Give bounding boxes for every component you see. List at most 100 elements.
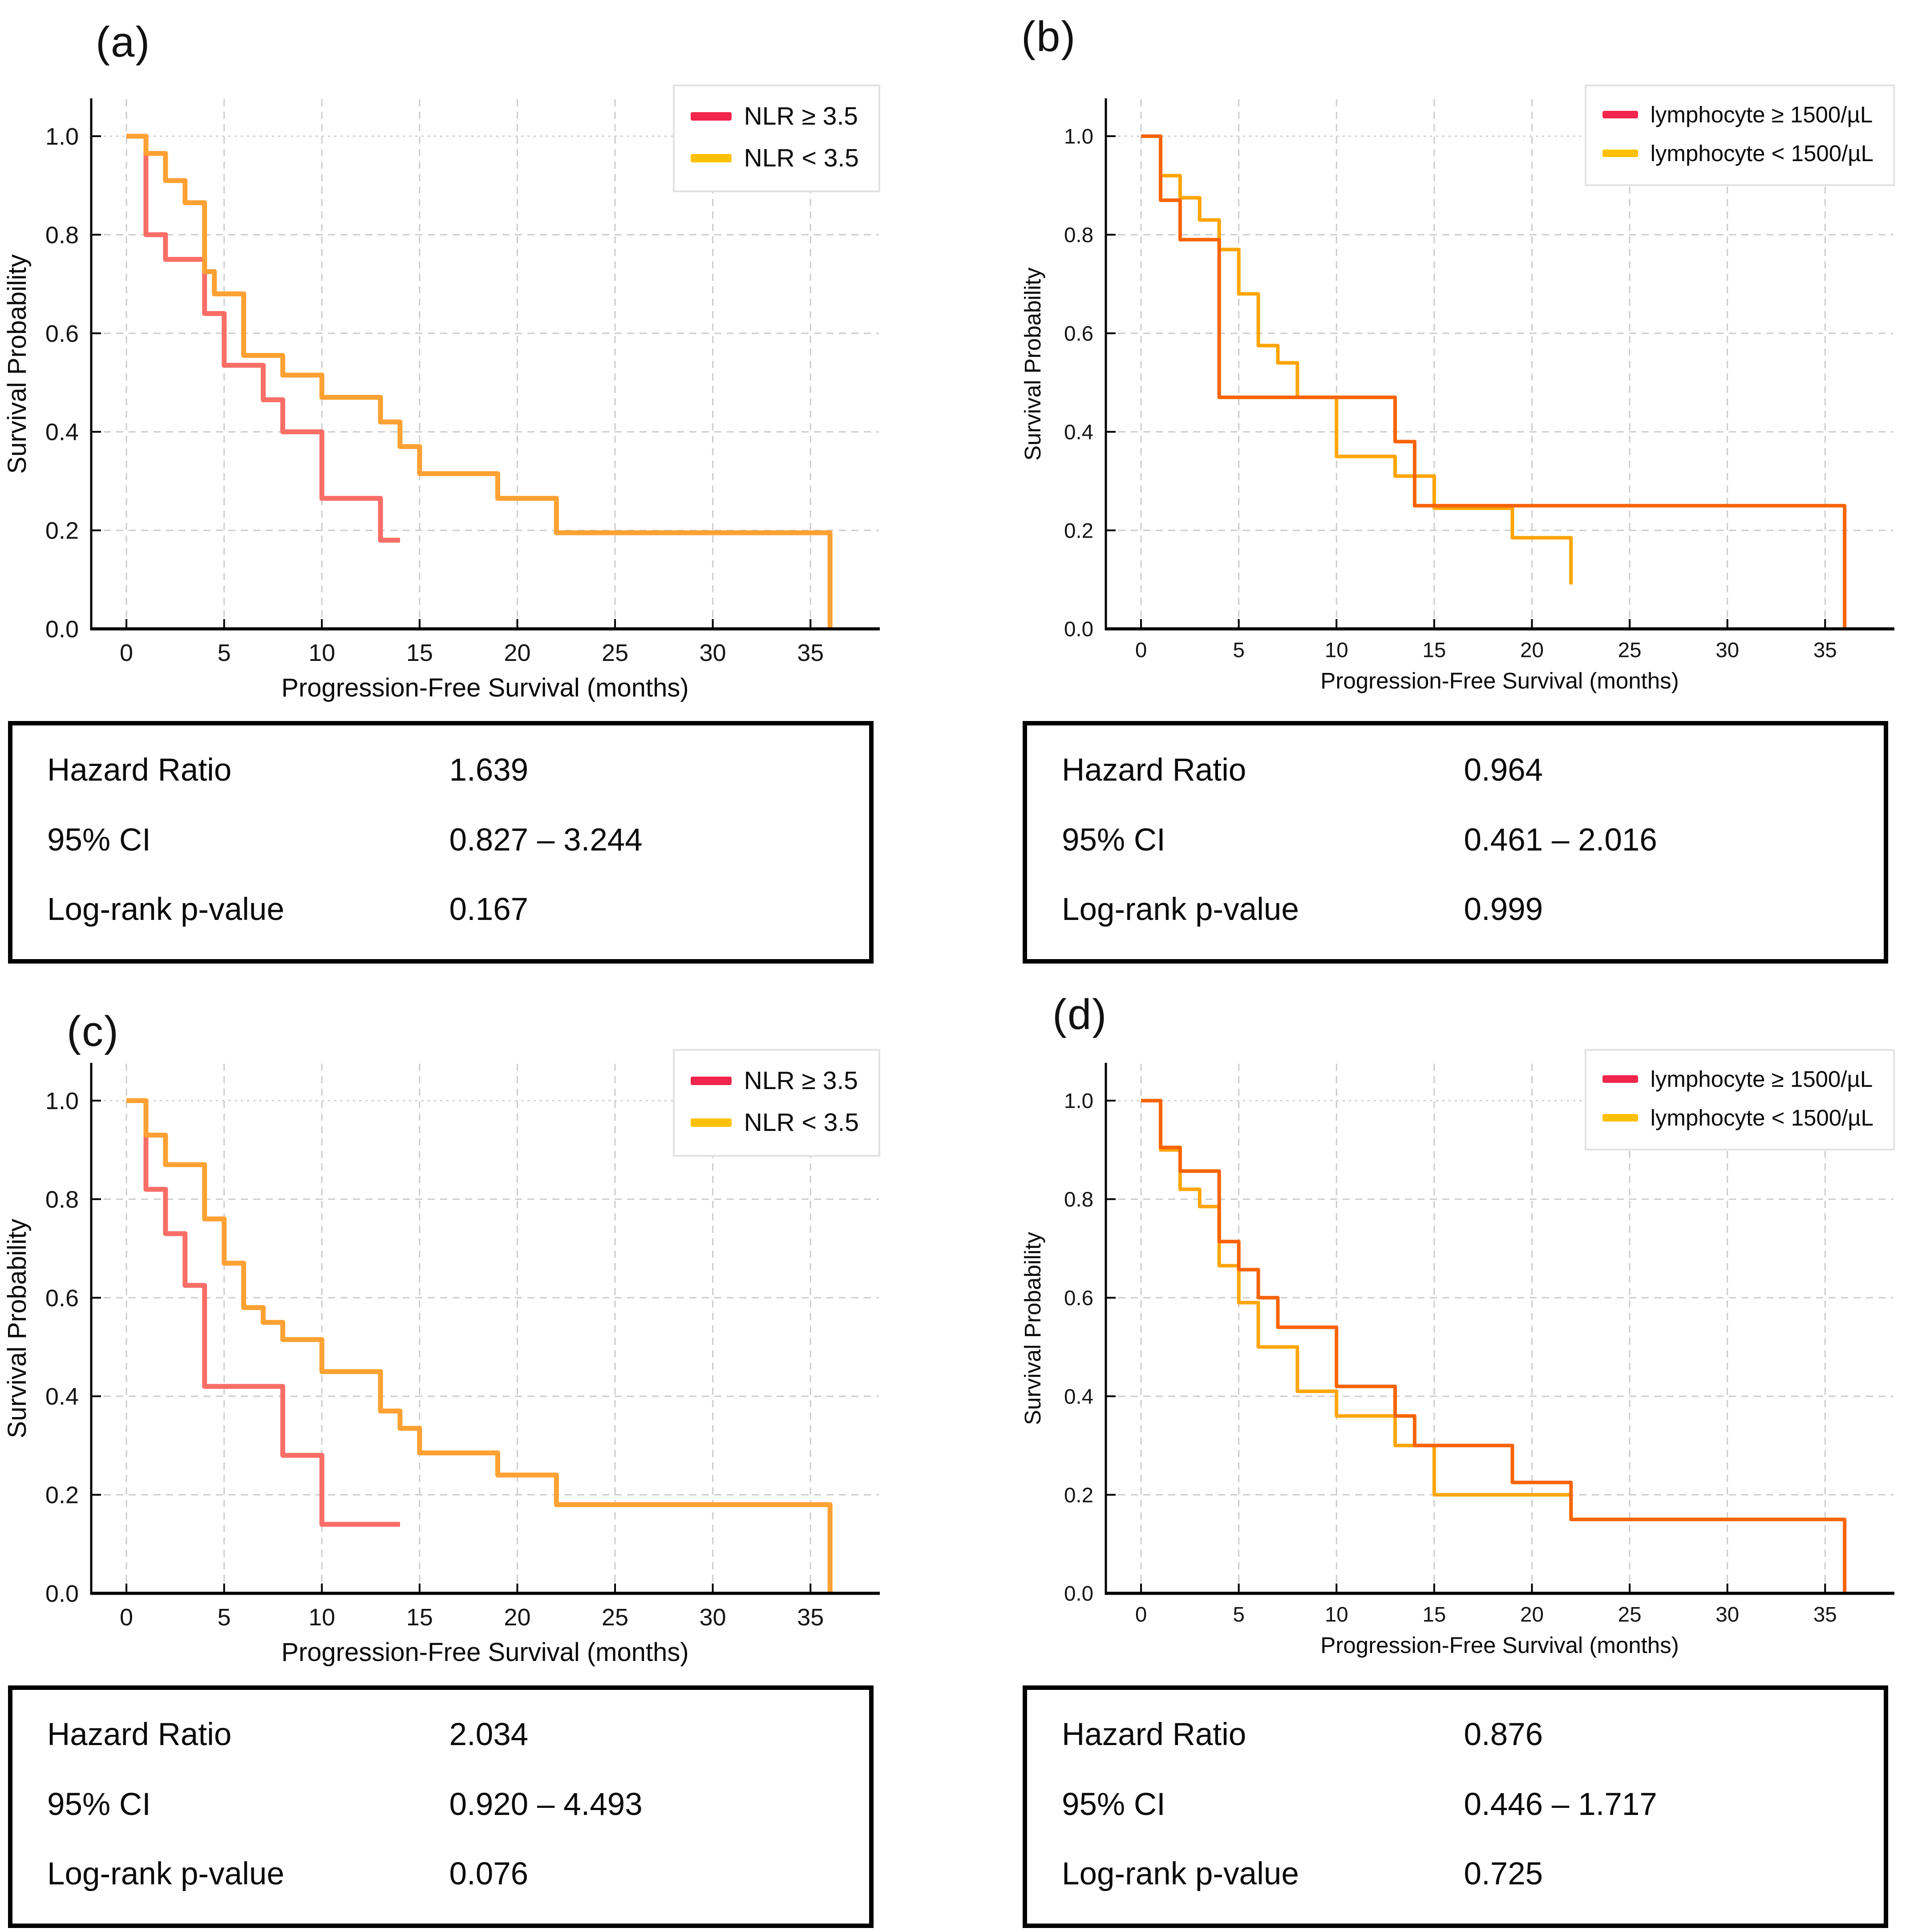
stat-label: Hazard Ratio [1062, 753, 1246, 788]
x-axis-label: Progression-Free Survival (months) [281, 673, 688, 702]
legend-swatch [690, 1076, 732, 1085]
x-tick-label: 0 [120, 1604, 133, 1631]
stats-table-d: Hazard Ratio 0.876 95% CI 0.446 – 1.717 … [1023, 1685, 1888, 1928]
y-tick-label: 0.8 [1064, 223, 1093, 247]
km-curve [126, 134, 400, 543]
stat-label: Hazard Ratio [47, 753, 232, 788]
x-tick-label: 20 [1520, 1603, 1544, 1626]
panel-d: (d) 0 5 10 15 20 25 30 35 1.0 0.8 0.6 0.4 0.2 0.0 Prog… [961, 972, 1922, 1928]
stat-value: 0.167 [449, 892, 529, 927]
km-chart-c: 0 5 10 15 20 25 30 35 1.0 0.8 0.6 0.4 0.2 0.0 Progress… [3, 1063, 880, 1667]
stat-value: 2.034 [449, 1717, 529, 1752]
x-tick-label: 15 [1422, 1603, 1446, 1626]
km-curve [126, 1098, 833, 1593]
legend-swatch [690, 1118, 732, 1127]
legend-item: lymphocyte ≥ 1500/µL [1602, 101, 1873, 128]
legend-swatch [690, 112, 732, 121]
km-chart-b: 0 5 10 15 20 25 30 35 1.0 0.8 0.6 0.4 0.2 0.0 Progress… [1020, 98, 1894, 693]
legend-label: NLR < 3.5 [744, 144, 859, 172]
panel-b: (b) 0 5 10 15 20 25 30 35 1.0 0.8 0.6 0.4 0.2 0.0 Prog… [961, 8, 1922, 964]
table-row: Hazard Ratio 2.034 [47, 1717, 851, 1758]
legend-swatch [690, 154, 732, 162]
x-tick-label: 5 [1233, 638, 1244, 662]
km-chart-wrap-d: 0 5 10 15 20 25 30 35 1.0 0.8 0.6 0.4 0.2 0.0 Progress… [1015, 1026, 1914, 1671]
x-tick-label: 30 [700, 1604, 726, 1631]
x-tick-label: 15 [406, 1604, 433, 1631]
y-axis-label: Survival Probability [1020, 267, 1045, 461]
legend-item: lymphocyte ≥ 1500/µL [1602, 1066, 1873, 1092]
x-tick-label: 25 [602, 1604, 628, 1631]
y-tick-label: 0.6 [45, 320, 79, 347]
x-tick-label: 30 [700, 640, 726, 666]
x-tick-label: 25 [1618, 638, 1642, 662]
stats-table-c: Hazard Ratio 2.034 95% CI 0.920 – 4.493 … [8, 1685, 874, 1928]
y-tick-label: 0.6 [1064, 322, 1093, 346]
x-tick-label: 10 [1325, 1603, 1348, 1626]
x-tick-label: 5 [1233, 1603, 1244, 1626]
x-tick-label: 15 [1422, 638, 1446, 662]
x-tick-label: 30 [1716, 1603, 1739, 1626]
x-tick-label: 0 [1135, 638, 1147, 662]
stat-value: 0.076 [449, 1856, 529, 1891]
legend-item: lymphocyte < 1500/µL [1602, 140, 1873, 166]
x-axis-label: Progression-Free Survival (months) [281, 1638, 688, 1667]
legend-a: NLR ≥ 3.5 NLR < 3.5 [672, 85, 880, 192]
table-row: 95% CI 0.920 – 4.493 [47, 1786, 851, 1827]
table-row: Hazard Ratio 0.964 [1062, 752, 1866, 793]
km-curve [126, 134, 833, 629]
table-row: 95% CI 0.461 – 2.016 [1062, 822, 1866, 863]
y-tick-label: 0.0 [1064, 1582, 1093, 1606]
table-row: Hazard Ratio 0.876 [1062, 1717, 1866, 1758]
x-axis-label: Progression-Free Survival (months) [1320, 1632, 1679, 1658]
stats-table-b: Hazard Ratio 0.964 95% CI 0.461 – 2.016 … [1023, 721, 1888, 964]
x-tick-label: 20 [504, 640, 530, 666]
y-tick-label: 0.8 [45, 222, 79, 248]
x-tick-label: 5 [218, 640, 231, 666]
table-row: 95% CI 0.446 – 1.717 [1062, 1786, 1866, 1827]
x-tick-label: 0 [120, 640, 133, 666]
legend-item: NLR < 3.5 [690, 1108, 859, 1137]
km-curve [1141, 134, 1573, 585]
legend-item: lymphocyte < 1500/µL [1602, 1105, 1873, 1131]
stat-value: 1.639 [449, 753, 529, 788]
x-tick-label: 10 [1325, 638, 1348, 662]
km-curve [126, 1098, 400, 1527]
y-tick-label: 0.2 [45, 1482, 79, 1509]
y-tick-label: 0.8 [45, 1186, 79, 1213]
x-axis-label: Progression-Free Survival (months) [1320, 668, 1679, 693]
y-tick-label: 1.0 [1064, 125, 1093, 149]
legend-swatch [1602, 150, 1638, 157]
km-chart-wrap-b: 0 5 10 15 20 25 30 35 1.0 0.8 0.6 0.4 0.2 0.0 Progress… [1015, 61, 1914, 707]
legend-item: NLR ≥ 3.5 [690, 1066, 859, 1095]
x-tick-label: 35 [1813, 638, 1837, 662]
table-row: Log-rank p-value 0.999 [1062, 891, 1866, 932]
table-row: Log-rank p-value 0.076 [47, 1856, 851, 1897]
legend-label: lymphocyte ≥ 1500/µL [1650, 1066, 1873, 1092]
x-tick-label: 25 [1618, 1603, 1642, 1626]
y-axis-label: Survival Probability [1020, 1232, 1045, 1425]
table-row: Log-rank p-value 0.725 [1062, 1856, 1866, 1897]
y-tick-label: 0.4 [45, 1383, 79, 1410]
x-tick-label: 35 [797, 1604, 824, 1631]
legend-d: lymphocyte ≥ 1500/µL lymphocyte < 1500/µ… [1584, 1049, 1895, 1150]
x-tick-label: 35 [1813, 1603, 1837, 1626]
stat-label: Log-rank p-value [47, 892, 284, 927]
stat-label: Log-rank p-value [1062, 892, 1299, 927]
legend-label: NLR < 3.5 [744, 1108, 859, 1137]
y-tick-label: 0.4 [1064, 421, 1093, 444]
x-tick-label: 30 [1716, 638, 1739, 662]
km-curve [1141, 1099, 1847, 1593]
y-tick-label: 1.0 [45, 123, 79, 150]
stat-label: Hazard Ratio [1062, 1717, 1246, 1752]
km-curve [1141, 134, 1847, 629]
x-tick-label: 15 [406, 640, 433, 666]
stat-value: 0.725 [1464, 1856, 1543, 1891]
stat-label: Hazard Ratio [47, 1717, 232, 1752]
stat-value: 0.964 [1464, 753, 1543, 788]
km-chart-a: 0 5 10 15 20 25 30 35 1.0 0.8 0.6 0.4 0.2 0.0 Progress… [3, 98, 880, 702]
y-tick-label: 0.8 [1064, 1188, 1093, 1211]
y-tick-label: 1.0 [45, 1088, 79, 1114]
panel-a: (a) 0 5 10 15 20 25 30 35 1.0 0.8 0.6 0.4 0.2 0.0 Prog… [0, 8, 961, 964]
stat-value: 0.920 – 4.493 [449, 1786, 643, 1822]
